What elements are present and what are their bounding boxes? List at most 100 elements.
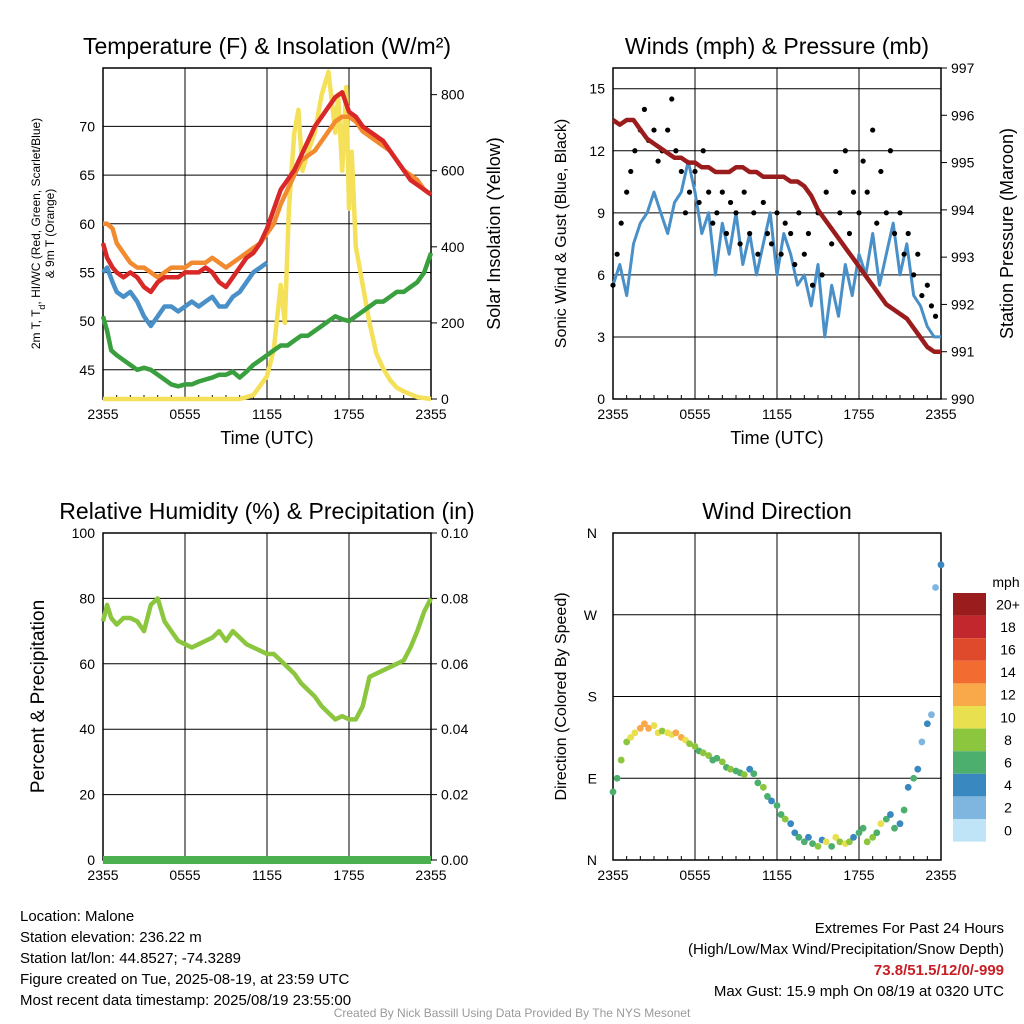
y-tick-label: 45 (79, 362, 95, 378)
gust-point (905, 230, 911, 237)
y-tick-label: 80 (79, 590, 95, 606)
direction-point (932, 584, 939, 591)
gust-point (924, 282, 930, 288)
x-tick-label: 1755 (843, 406, 874, 422)
wind-series-line (611, 159, 941, 339)
y-axis-label: 2m T, Td, HI/WC (Red, Green, Scarlet/Blu… (29, 118, 47, 349)
direction-point (787, 820, 795, 828)
direction-point (918, 738, 926, 746)
direction-point (768, 797, 775, 805)
colorbar-swatch (953, 638, 986, 661)
direction-point (699, 749, 707, 757)
gust-point (700, 148, 706, 154)
gust-point (727, 199, 734, 206)
gust-point (632, 148, 638, 154)
x-tick-label: 2355 (597, 406, 628, 422)
y-tick-label: N (587, 852, 597, 868)
colorbar-label: 10 (1000, 709, 1016, 725)
y-axis-label: Sonic Wind & Gust (Blue, Black) (553, 119, 570, 348)
x-axis-label: Time (UTC) (220, 428, 313, 448)
x-tick-label: 0555 (169, 867, 200, 883)
direction-point (904, 783, 912, 791)
direction-point (686, 740, 693, 748)
y-tick-label: 3 (597, 329, 605, 345)
y-tick-label: 6 (597, 267, 605, 283)
credit-line: Created By Nick Bassill Using Data Provi… (333, 1006, 691, 1020)
x-tick-label: 1155 (252, 406, 282, 422)
colorbar-swatch (953, 751, 986, 774)
y2-tick-label: 996 (951, 107, 975, 123)
colorbar-label: 8 (1004, 732, 1012, 748)
y-tick-label: 12 (589, 143, 605, 159)
direction-point (746, 765, 754, 773)
direction-point (672, 729, 680, 737)
gust-point (719, 189, 725, 195)
colorbar-swatch (953, 819, 986, 842)
y-tick-label: 40 (79, 721, 95, 737)
colorbar-label: 2 (1004, 800, 1012, 816)
gust-point (755, 251, 761, 257)
series-line (100, 90, 433, 295)
direction-point (910, 774, 918, 782)
extremes-subtitle: (High/Low/Max Wind/Precipitation/Snow De… (688, 941, 1004, 958)
y2-tick-label: 400 (441, 239, 465, 255)
y2-tick-label: 0.08 (441, 590, 468, 606)
y-tick-label: 65 (79, 167, 95, 183)
direction-point (754, 779, 762, 787)
x-tick-label: 0555 (169, 406, 200, 422)
y-tick-label: W (584, 607, 598, 623)
gust-point (741, 189, 747, 195)
direction-point (641, 720, 648, 728)
colorbar-swatch (953, 593, 986, 616)
gust-point (788, 230, 794, 237)
y-axis-label-sub: d (37, 305, 47, 310)
direction-point (923, 720, 931, 728)
y-tick-label: 50 (79, 313, 95, 329)
gust-point (928, 303, 935, 309)
gust-point (774, 210, 780, 216)
direction-point (650, 722, 658, 729)
gust-point (665, 127, 671, 133)
x-tick-label: 0555 (679, 406, 710, 422)
direction-point (891, 824, 898, 832)
direction-point (750, 770, 758, 778)
y2-tick-label: 995 (951, 155, 975, 171)
gust-point (823, 189, 829, 195)
x-axis-label: Time (UTC) (730, 428, 823, 448)
colorbar-label: 16 (1000, 642, 1016, 658)
colorbar-swatch (953, 728, 986, 752)
x-tick-label: 1155 (252, 867, 282, 883)
gust-point (628, 168, 634, 175)
gust-point (901, 251, 907, 257)
y-axis-label: Percent & Precipitation (28, 600, 49, 793)
direction-point (832, 833, 840, 841)
y2-tick-label: 994 (951, 202, 975, 218)
direction-point (645, 724, 652, 732)
extremes-values: 73.8/51.5/12/0/-999 (873, 962, 1004, 979)
colorbar-swatch (953, 683, 986, 706)
gust-point (764, 230, 771, 237)
y2-tick-label: 993 (951, 249, 975, 265)
gust-point (696, 199, 702, 206)
station-info: Location: Malone Station elevation: 236.… (20, 906, 351, 1011)
gust-point (655, 158, 661, 164)
direction-point (773, 802, 781, 809)
direction-point (636, 724, 644, 732)
gust-point (624, 189, 630, 195)
y-tick-label: 55 (79, 264, 95, 280)
gust-point (846, 230, 853, 237)
x-tick-label: 1755 (843, 867, 874, 883)
gust-point (747, 230, 753, 237)
gust-point (678, 168, 684, 175)
y-tick-label: 15 (589, 81, 605, 97)
panel-3: 2355 0555 1155 1755 2355 Relative Humidity (%… (28, 498, 475, 883)
gust-point (641, 106, 648, 112)
direction-point (631, 729, 639, 737)
y-tick-label: E (588, 770, 597, 786)
direction-point (623, 738, 631, 746)
y-axis-label-line2: & 9m T (Orange) (43, 189, 57, 279)
y-tick-label: 0 (87, 852, 95, 868)
gust-point (837, 210, 843, 216)
direction-point (873, 829, 881, 837)
gust-point (829, 241, 835, 247)
